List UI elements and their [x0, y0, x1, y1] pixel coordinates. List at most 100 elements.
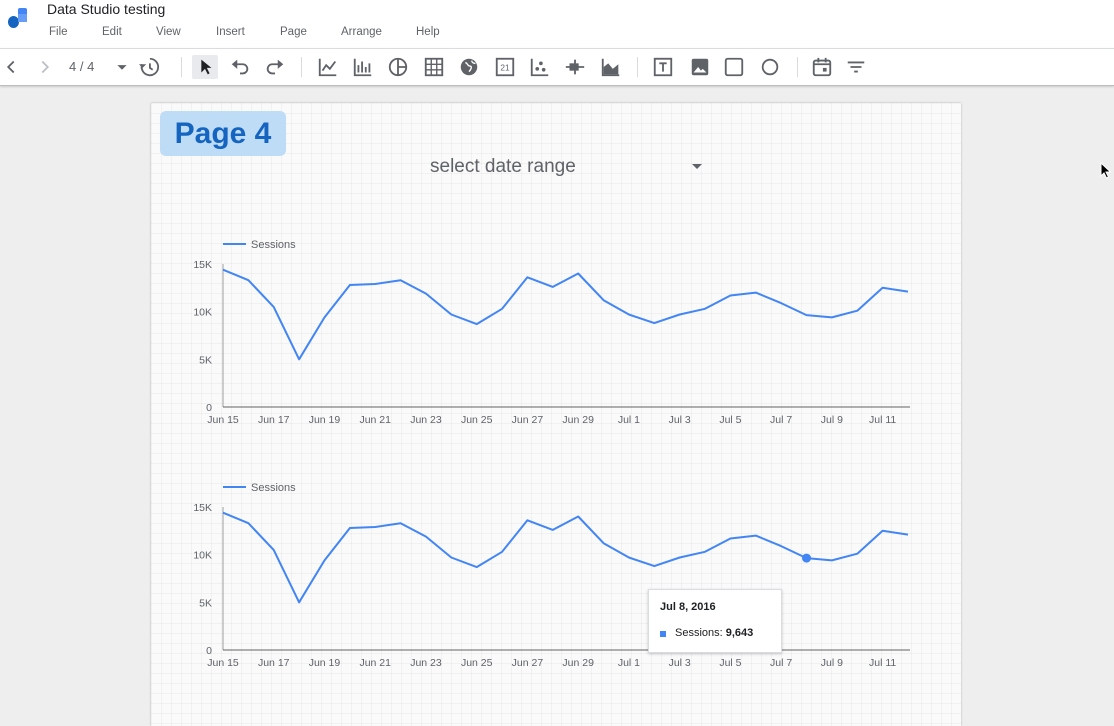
time-series-chart-2[interactable]: Sessions 0 5K 10K 15K Jun 15 Jun 17 Jun 19 Jun 2…	[180, 473, 920, 673]
back-icon[interactable]	[0, 56, 22, 78]
data-point[interactable]	[220, 267, 226, 273]
data-point[interactable]	[677, 555, 683, 561]
image-icon[interactable]	[689, 56, 711, 78]
data-point[interactable]	[778, 300, 784, 306]
data-point[interactable]	[271, 547, 277, 553]
menu-insert[interactable]: Insert	[216, 26, 245, 38]
history-icon[interactable]	[138, 56, 160, 78]
menu-arrange[interactable]: Arrange	[341, 26, 382, 38]
undo-icon[interactable]	[229, 56, 251, 78]
data-point[interactable]	[702, 549, 708, 555]
data-point[interactable]	[347, 525, 353, 531]
data-studio-logo-icon[interactable]	[6, 6, 30, 30]
data-point[interactable]	[372, 524, 378, 530]
data-point[interactable]	[575, 514, 581, 520]
data-point[interactable]	[575, 271, 581, 277]
data-point[interactable]	[398, 520, 404, 526]
data-point[interactable]	[448, 555, 454, 561]
legend-label[interactable]: Sessions	[251, 239, 296, 251]
select-pointer-icon[interactable]	[192, 55, 218, 79]
data-point[interactable]	[804, 312, 810, 318]
filter-control-icon[interactable]	[845, 56, 867, 78]
data-point[interactable]	[854, 551, 860, 557]
highlighted-data-point[interactable]	[802, 553, 812, 563]
pie-chart-icon[interactable]	[387, 56, 409, 78]
data-point[interactable]	[601, 297, 607, 303]
data-point[interactable]	[829, 557, 835, 563]
date-range-control[interactable]: select date range	[430, 156, 576, 177]
data-point[interactable]	[499, 549, 505, 555]
data-point[interactable]	[550, 527, 556, 533]
menu-page[interactable]: Page	[280, 26, 307, 38]
data-point[interactable]	[677, 312, 683, 318]
rectangle-icon[interactable]	[723, 56, 745, 78]
page-dropdown-icon[interactable]	[111, 56, 133, 78]
data-point[interactable]	[296, 599, 302, 605]
menu-edit[interactable]: Edit	[102, 26, 122, 38]
data-point[interactable]	[347, 282, 353, 288]
date-range-icon[interactable]	[811, 56, 833, 78]
time-series-chart-1[interactable]: Sessions 0 5K 10K 15K Jun 15 Jun 17 Jun 19 Jun 2…	[180, 230, 920, 430]
data-point[interactable]	[905, 532, 911, 538]
data-point[interactable]	[245, 520, 251, 526]
data-point[interactable]	[854, 308, 860, 314]
data-point[interactable]	[271, 304, 277, 310]
scorecard-icon[interactable]: 21	[494, 56, 516, 78]
menu-file[interactable]: File	[49, 26, 68, 38]
chevron-down-icon[interactable]	[692, 164, 702, 169]
data-point[interactable]	[296, 356, 302, 362]
data-point[interactable]	[880, 285, 886, 291]
document-title[interactable]: Data Studio testing	[47, 1, 166, 17]
data-point[interactable]	[727, 535, 733, 541]
data-point[interactable]	[423, 291, 429, 297]
data-point[interactable]	[702, 306, 708, 312]
geo-map-icon[interactable]	[458, 56, 480, 78]
data-point[interactable]	[245, 277, 251, 283]
data-point[interactable]	[398, 277, 404, 283]
data-point[interactable]	[499, 306, 505, 312]
table-icon[interactable]	[423, 56, 445, 78]
data-point[interactable]	[727, 292, 733, 298]
series-line-sessions[interactable]	[222, 268, 909, 361]
text-icon[interactable]	[652, 56, 674, 78]
data-point[interactable]	[753, 533, 759, 539]
data-point[interactable]	[651, 563, 657, 569]
data-point[interactable]	[601, 540, 607, 546]
page-title-badge[interactable]: Page 4	[160, 111, 286, 156]
area-chart-icon[interactable]	[600, 56, 622, 78]
x-tick-label: Jun 27	[512, 657, 544, 669]
data-point[interactable]	[626, 555, 632, 561]
data-point[interactable]	[550, 284, 556, 290]
y-tick-label: 10K	[193, 307, 212, 319]
redo-icon[interactable]	[264, 56, 286, 78]
circle-icon[interactable]	[759, 56, 781, 78]
scatter-chart-icon[interactable]	[529, 56, 551, 78]
tooltip-series-swatch	[660, 631, 666, 637]
data-point[interactable]	[321, 557, 327, 563]
data-point[interactable]	[626, 312, 632, 318]
menu-help[interactable]: Help	[416, 26, 440, 38]
bullet-chart-icon[interactable]	[564, 56, 586, 78]
data-point[interactable]	[474, 564, 480, 570]
data-point[interactable]	[372, 281, 378, 287]
legend-label[interactable]: Sessions	[251, 482, 296, 494]
time-series-icon[interactable]	[317, 56, 339, 78]
bar-chart-icon[interactable]	[352, 56, 374, 78]
series-line-sessions[interactable]	[222, 511, 909, 604]
forward-icon[interactable]	[34, 56, 56, 78]
data-point[interactable]	[321, 314, 327, 320]
data-point[interactable]	[423, 534, 429, 540]
data-point[interactable]	[448, 312, 454, 318]
menu-view[interactable]: View	[156, 26, 181, 38]
data-point[interactable]	[753, 290, 759, 296]
data-point[interactable]	[220, 510, 226, 516]
data-point[interactable]	[829, 314, 835, 320]
data-point[interactable]	[651, 320, 657, 326]
data-point[interactable]	[524, 517, 530, 523]
report-canvas[interactable]	[151, 103, 961, 726]
data-point[interactable]	[524, 274, 530, 280]
data-point[interactable]	[778, 543, 784, 549]
data-point[interactable]	[880, 528, 886, 534]
data-point[interactable]	[474, 321, 480, 327]
data-point[interactable]	[905, 289, 911, 295]
